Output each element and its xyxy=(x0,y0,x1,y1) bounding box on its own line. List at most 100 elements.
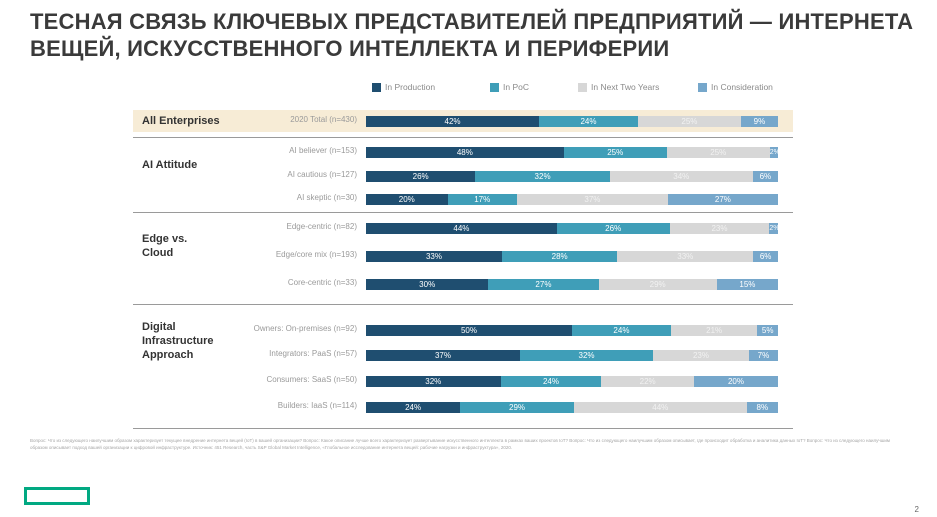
bar-segment xyxy=(598,279,717,290)
bar-segment xyxy=(475,171,610,182)
legend-item: In Next Two Years xyxy=(578,80,659,94)
group-label-all-enterprises: All Enterprises xyxy=(142,115,220,127)
bar-row: 24% 29% 44% 8% xyxy=(366,402,778,413)
row-label: Owners: On-premises (n=92) xyxy=(253,324,357,333)
legend-label: In Next Two Years xyxy=(591,82,660,92)
data-label: 21% xyxy=(706,326,723,335)
bar-segment xyxy=(753,251,778,262)
bar-segment xyxy=(366,194,448,205)
bar-segment xyxy=(366,171,476,182)
page-number: 2 xyxy=(914,505,919,514)
row-label: AI believer (n=153) xyxy=(289,146,357,155)
data-label: 15% xyxy=(739,280,756,289)
bar-segment xyxy=(617,251,754,262)
bar-row: 33% 28% 33% 6% xyxy=(366,251,778,262)
legend-swatch xyxy=(698,82,707,92)
bar-segment xyxy=(366,251,502,262)
bar-row: 30% 27% 29% 15% xyxy=(366,279,778,290)
bar-segment xyxy=(488,279,599,290)
data-label: 5% xyxy=(761,326,774,335)
data-label: 24% xyxy=(405,403,422,412)
bar-segment xyxy=(769,223,778,234)
bar-segment xyxy=(572,325,671,336)
group-label-digital-infrastructure: Digital Infrastructure Approach xyxy=(142,321,214,361)
data-label: 26% xyxy=(412,172,429,181)
bar-row: 42% 24% 25% 9% xyxy=(366,116,778,127)
data-label: 30% xyxy=(419,280,436,289)
bar-segment xyxy=(539,116,638,127)
data-label: 24% xyxy=(542,377,559,386)
bar-segment xyxy=(746,402,778,413)
group-separator xyxy=(133,428,793,429)
bar-row: 48% 25% 25% 2% xyxy=(366,147,778,158)
legend-swatch xyxy=(372,82,381,92)
footnote: Вопрос: Что из следующего наилучшим обра… xyxy=(30,438,890,450)
data-label: 6% xyxy=(759,172,772,181)
data-label: 32% xyxy=(578,351,595,360)
bar-segment xyxy=(693,376,778,387)
data-label: 27% xyxy=(714,195,731,204)
bar-segment xyxy=(752,171,778,182)
legend-item: In PoC xyxy=(490,80,529,94)
bar-row: 44% 26% 23% 2% xyxy=(366,223,778,234)
legend-item: In Consideration xyxy=(698,80,773,94)
data-label: 50% xyxy=(460,326,477,335)
row-label: Edge/core mix (n=193) xyxy=(275,250,357,259)
bar-row: 37% 32% 23% 7% xyxy=(366,350,778,361)
bar-segment xyxy=(460,402,574,413)
data-label: 27% xyxy=(535,280,552,289)
bar-segment xyxy=(366,116,540,127)
bar-segment xyxy=(666,147,770,158)
data-label: 2% xyxy=(769,149,778,156)
group-separator xyxy=(133,212,793,213)
bar-segment xyxy=(519,350,654,361)
legend-swatch xyxy=(578,82,587,92)
row-label: Consumers: SaaS (n=50) xyxy=(266,375,358,384)
bar-segment xyxy=(366,402,461,413)
row-label: Core-centric (n=33) xyxy=(287,278,357,287)
data-label: 6% xyxy=(759,252,772,261)
data-label: 25% xyxy=(710,148,727,157)
bar-segment xyxy=(573,402,747,413)
bar-segment xyxy=(516,194,668,205)
data-label: 37% xyxy=(584,195,601,204)
data-label: 25% xyxy=(681,117,698,126)
data-label: 44% xyxy=(453,224,470,233)
bar-segment xyxy=(667,194,778,205)
bar-segment xyxy=(366,147,564,158)
bar-row: 26% 32% 34% 6% xyxy=(366,171,778,182)
legend-swatch xyxy=(490,82,499,92)
data-label: 29% xyxy=(509,403,526,412)
legend-item: In Production xyxy=(372,80,435,94)
data-label: 24% xyxy=(613,326,630,335)
bar-segment xyxy=(769,147,778,158)
bar-segment xyxy=(670,325,758,336)
data-label: 7% xyxy=(757,351,770,360)
data-label: 42% xyxy=(444,117,461,126)
bar-segment xyxy=(669,223,770,234)
chart-legend: In Production In PoC In Next Two Years In C… xyxy=(372,80,802,96)
data-label: 2% xyxy=(769,225,778,232)
data-label: 23% xyxy=(711,224,728,233)
bar-segment xyxy=(609,171,753,182)
data-label: 28% xyxy=(551,252,568,261)
data-label: 8% xyxy=(756,403,769,412)
row-label: AI cautious (n=127) xyxy=(287,170,357,179)
data-label: 33% xyxy=(425,252,442,261)
data-label: 29% xyxy=(649,280,666,289)
bar-segment xyxy=(366,223,557,234)
data-label: 9% xyxy=(753,117,766,126)
data-label: 17% xyxy=(474,195,491,204)
data-label: 33% xyxy=(677,252,694,261)
bar-segment xyxy=(740,116,778,127)
data-label: 22% xyxy=(639,377,656,386)
data-label: 20% xyxy=(398,195,415,204)
bar-segment xyxy=(601,376,694,387)
bar-segment xyxy=(366,376,501,387)
data-label: 44% xyxy=(652,403,669,412)
bar-row: 50% 24% 21% 5% xyxy=(366,325,778,336)
group-label-edge-vs-cloud: Edge vs. Cloud xyxy=(142,233,188,259)
data-label: 37% xyxy=(434,351,451,360)
data-label: 32% xyxy=(534,172,551,181)
bar-segment xyxy=(748,350,778,361)
